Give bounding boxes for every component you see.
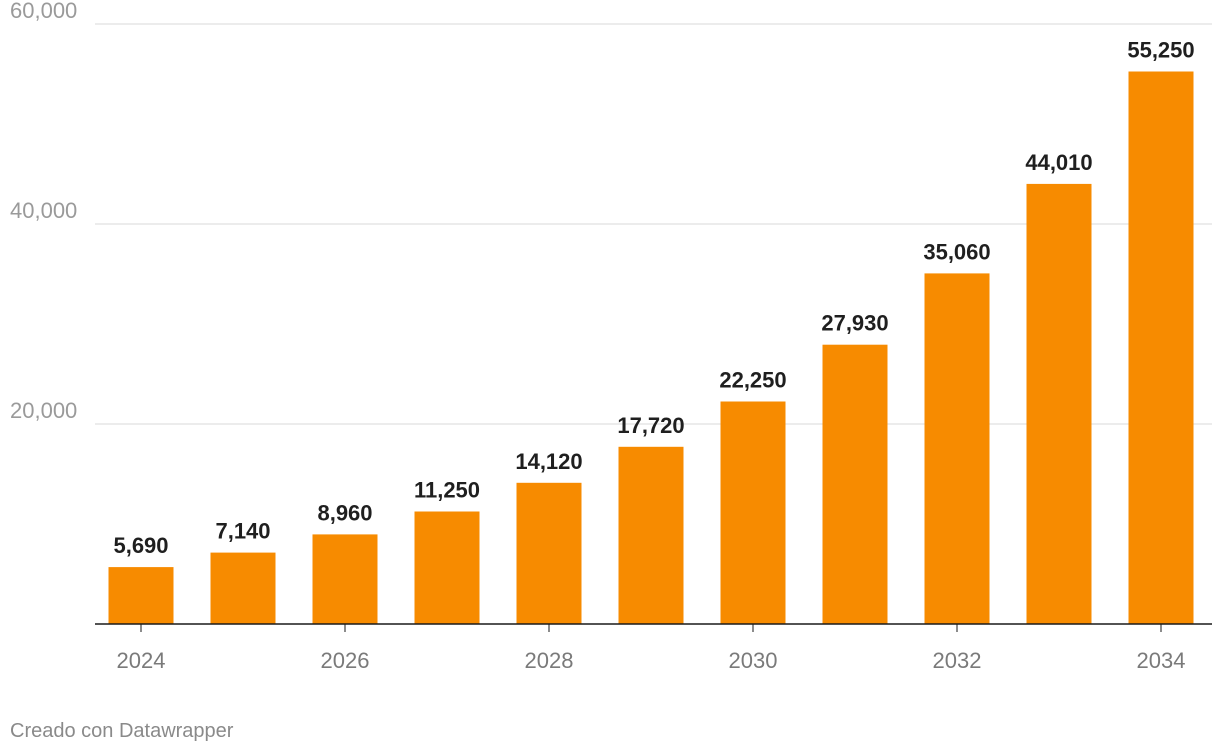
datawrapper-credit: Creado con Datawrapper [10,720,234,742]
bar [924,273,990,624]
x-tick-label: 2024 [117,648,166,673]
bar-value-label: 27,930 [821,311,888,336]
bar-value-label: 5,690 [113,533,168,558]
bar-value-label: 17,720 [617,413,684,438]
bar [108,567,174,624]
bar-value-label: 8,960 [317,500,372,525]
y-tick-label: 20,000 [10,398,77,423]
bar-value-label: 11,250 [414,478,480,503]
bar [414,511,480,624]
bar-value-label: 14,120 [515,449,582,474]
bar [822,344,888,624]
bar-value-label: 55,250 [1127,38,1194,63]
y-tick-label: 40,000 [10,198,77,223]
bar-value-label: 7,140 [215,519,270,544]
x-tick-label: 2034 [1137,648,1186,673]
bar [312,534,378,624]
bar-value-label: 35,060 [923,239,990,264]
bar [720,401,786,624]
bar-value-label: 44,010 [1025,150,1092,175]
bar [618,446,684,624]
x-tick-label: 2028 [525,648,574,673]
bar [1026,183,1092,624]
bar-value-label: 22,250 [719,368,786,393]
y-tick-label: 60,000 [10,0,77,23]
x-tick-label: 2026 [321,648,370,673]
x-tick-label: 2032 [933,648,982,673]
bar [210,552,276,624]
x-tick-label: 2030 [729,648,778,673]
bar [1128,71,1194,624]
bar [516,482,582,624]
